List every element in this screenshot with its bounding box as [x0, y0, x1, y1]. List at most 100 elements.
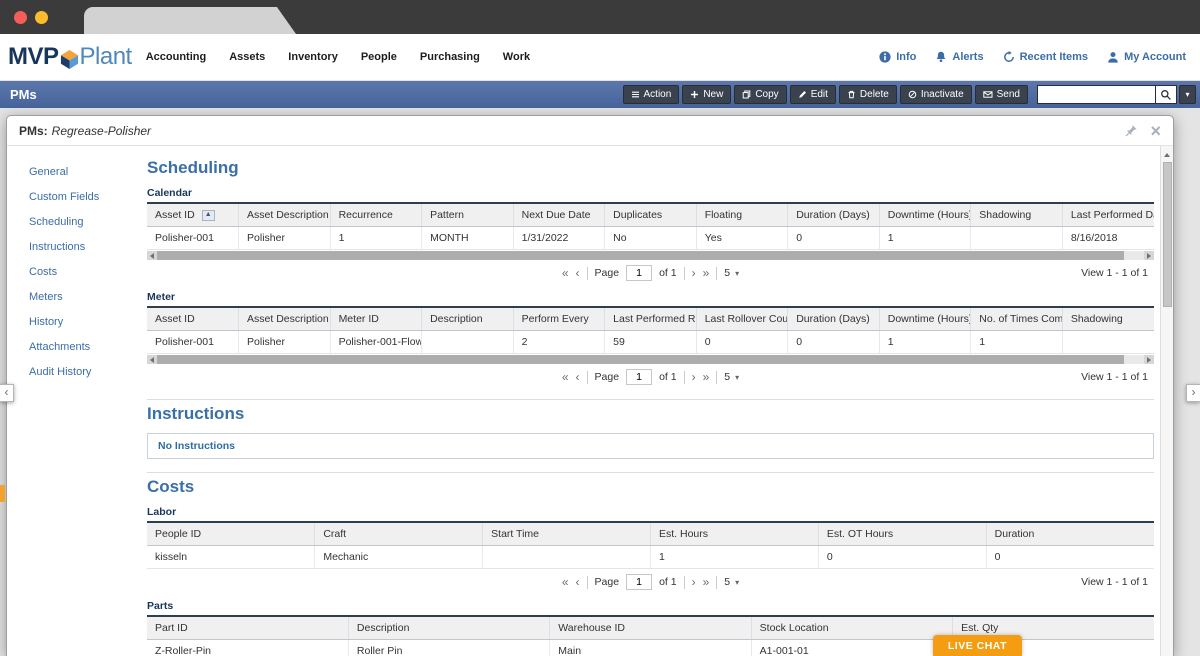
- recent-items-menu[interactable]: Recent Items: [1003, 51, 1088, 63]
- scroll-left-button[interactable]: [147, 355, 157, 364]
- send-button[interactable]: Send: [974, 85, 1028, 104]
- column-header[interactable]: Asset ID ▲: [147, 203, 240, 227]
- column-header[interactable]: Est. OT Hours: [818, 522, 987, 546]
- table-cell-link[interactable]: Polisher-001: [147, 226, 240, 250]
- sidebar-item-history[interactable]: History: [29, 316, 64, 328]
- live-chat-button[interactable]: LIVE CHAT: [932, 635, 1022, 656]
- column-header[interactable]: Shadowing: [970, 203, 1063, 227]
- nav-work[interactable]: Work: [502, 51, 531, 63]
- scrollbar-thumb[interactable]: [157, 355, 1125, 364]
- scrollbar-thumb[interactable]: [1162, 162, 1172, 307]
- page-size-select[interactable]: 5 ▾: [724, 267, 739, 279]
- column-header[interactable]: Downtime (Hours): [879, 307, 972, 331]
- window-zoom-button[interactable]: [56, 11, 69, 24]
- nav-inventory[interactable]: Inventory: [288, 51, 338, 63]
- table-row[interactable]: kisseln Mechanic 1 0 0: [147, 545, 1154, 569]
- window-close-button[interactable]: [14, 11, 27, 24]
- column-header[interactable]: Est. Qty: [952, 616, 1154, 640]
- prev-page-button[interactable]: ‹: [575, 266, 580, 280]
- page-number-input[interactable]: [626, 369, 653, 385]
- copy-button[interactable]: Copy: [734, 85, 787, 104]
- scrollbar-track[interactable]: [157, 251, 1144, 260]
- scroll-right-button[interactable]: [1144, 355, 1154, 364]
- column-header[interactable]: Asset ID: [147, 307, 240, 331]
- last-page-button[interactable]: »: [702, 266, 710, 280]
- search-input[interactable]: [1037, 85, 1155, 104]
- column-header[interactable]: Asset Description: [238, 203, 331, 227]
- nav-assets[interactable]: Assets: [229, 51, 266, 63]
- next-page-button[interactable]: ›: [691, 575, 696, 589]
- column-header[interactable]: Pattern: [421, 203, 514, 227]
- edit-button[interactable]: Edit: [789, 85, 836, 104]
- first-page-button[interactable]: «: [561, 575, 569, 589]
- column-header[interactable]: Asset Description: [238, 307, 331, 331]
- last-page-button[interactable]: »: [702, 575, 710, 589]
- sidebar-item-attachments[interactable]: Attachments: [29, 341, 91, 353]
- first-page-button[interactable]: «: [561, 370, 569, 384]
- my-account-menu[interactable]: My Account: [1107, 51, 1186, 63]
- action-button[interactable]: Action: [622, 85, 680, 104]
- nav-purchasing[interactable]: Purchasing: [419, 51, 480, 63]
- column-header[interactable]: Last Rollover Count: [696, 307, 789, 331]
- last-page-button[interactable]: »: [702, 370, 710, 384]
- scroll-up-button[interactable]: [1164, 150, 1170, 160]
- column-header[interactable]: Est. Hours: [650, 522, 819, 546]
- column-header[interactable]: No. of Times Completed: [970, 307, 1063, 331]
- vertical-scrollbar[interactable]: [1160, 146, 1173, 656]
- column-header[interactable]: People ID: [147, 522, 316, 546]
- info-menu[interactable]: Info: [879, 51, 916, 63]
- column-header[interactable]: Floating: [696, 203, 789, 227]
- column-header[interactable]: Last Performed Date: [1062, 203, 1154, 227]
- browser-tab[interactable]: [84, 7, 296, 34]
- sidebar-item-meters[interactable]: Meters: [29, 291, 63, 303]
- page-size-select[interactable]: 5 ▾: [724, 371, 739, 383]
- page-number-input[interactable]: [626, 265, 653, 281]
- column-header[interactable]: Shadowing: [1062, 307, 1154, 331]
- first-page-button[interactable]: «: [561, 266, 569, 280]
- sidebar-item-audit-history[interactable]: Audit History: [29, 366, 92, 378]
- column-header[interactable]: Part ID: [147, 616, 349, 640]
- scrollbar-thumb[interactable]: [157, 251, 1125, 260]
- collapse-left-panel-button[interactable]: ‹: [0, 384, 14, 402]
- column-header[interactable]: Duration: [986, 522, 1154, 546]
- inactivate-button[interactable]: Inactivate: [899, 85, 972, 104]
- table-row[interactable]: Polisher-001PolisherPolisher-001-Flow-Me…: [147, 330, 1154, 354]
- new-button[interactable]: New: [682, 85, 732, 104]
- column-header[interactable]: Warehouse ID: [549, 616, 752, 640]
- column-header[interactable]: Last Performed Reading: [604, 307, 697, 331]
- column-header[interactable]: Next Due Date: [513, 203, 606, 227]
- sidebar-item-costs[interactable]: Costs: [29, 266, 58, 278]
- table-row[interactable]: Polisher-001 Polisher 1 MONTH 1/31/2022 No Yes…: [147, 226, 1154, 250]
- modal-close-button[interactable]: ×: [1150, 120, 1161, 141]
- column-header[interactable]: Craft: [314, 522, 484, 546]
- column-header[interactable]: Recurrence: [330, 203, 423, 227]
- column-header[interactable]: Downtime (Hours): [879, 203, 972, 227]
- column-header[interactable]: Start Time: [482, 522, 651, 546]
- page-number-input[interactable]: [626, 574, 653, 590]
- prev-page-button[interactable]: ‹: [575, 370, 580, 384]
- nav-accounting[interactable]: Accounting: [145, 51, 207, 63]
- search-button[interactable]: [1155, 85, 1177, 104]
- column-header[interactable]: Duration (Days): [787, 307, 880, 331]
- column-header[interactable]: Description: [421, 307, 514, 331]
- search-options-button[interactable]: ▾: [1179, 85, 1196, 104]
- table-cell-link[interactable]: Polisher-001: [147, 330, 240, 354]
- column-header[interactable]: Meter ID: [330, 307, 423, 331]
- pin-button[interactable]: [1125, 124, 1138, 137]
- column-header[interactable]: Duration (Days): [787, 203, 880, 227]
- next-page-button[interactable]: ›: [691, 370, 696, 384]
- scroll-right-button[interactable]: [1144, 251, 1154, 260]
- horizontal-scrollbar[interactable]: [147, 355, 1154, 364]
- scroll-left-button[interactable]: [147, 251, 157, 260]
- next-page-button[interactable]: ›: [691, 266, 696, 280]
- window-minimize-button[interactable]: [35, 11, 48, 24]
- delete-button[interactable]: Delete: [838, 85, 897, 104]
- sidebar-item-general[interactable]: General: [29, 166, 69, 178]
- sidebar-item-custom-fields[interactable]: Custom Fields: [29, 191, 100, 203]
- alerts-menu[interactable]: Alerts: [935, 51, 984, 63]
- page-size-select[interactable]: 5 ▾: [724, 576, 739, 588]
- scrollbar-track[interactable]: [157, 355, 1144, 364]
- sidebar-item-instructions[interactable]: Instructions: [29, 241, 86, 253]
- column-header[interactable]: Stock Location: [751, 616, 954, 640]
- nav-people[interactable]: People: [360, 51, 397, 63]
